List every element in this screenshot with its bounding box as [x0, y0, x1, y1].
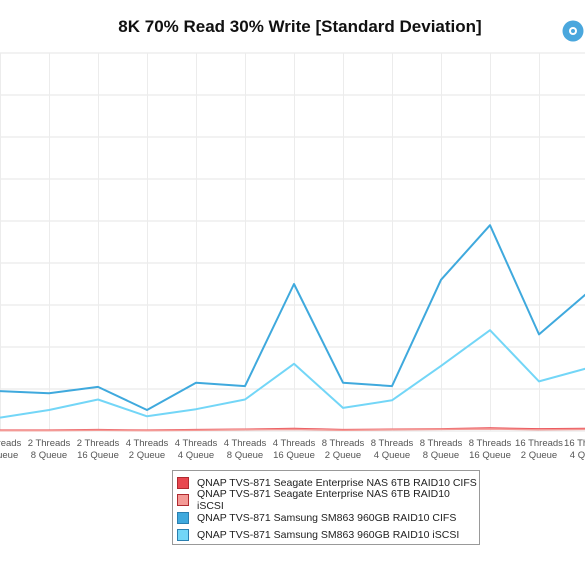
x-tick-label: 16 Queue [273, 450, 315, 461]
legend-label: QNAP TVS-871 Seagate Enterprise NAS 6TB … [197, 476, 477, 489]
legend-swatch [177, 476, 189, 489]
x-tick-label: 4 Threads [224, 438, 267, 449]
x-tick-label: 8 Threads [469, 438, 512, 449]
grid [0, 52, 585, 432]
chart-title: 8K 70% Read 30% Write [Standard Deviatio… [118, 17, 482, 36]
x-tick-label: 4 Threads [126, 438, 169, 449]
legend-swatch [177, 511, 189, 524]
legend: QNAP TVS-871 Seagate Enterprise NAS 6TB … [172, 470, 480, 545]
x-tick-label: 16 Queue [469, 450, 511, 461]
series-line-4 [0, 329, 585, 419]
x-tick-label: 8 Queue [31, 450, 67, 461]
x-tick-label: 8 Queue [423, 450, 459, 461]
x-tick-label: 8 Threads [420, 438, 463, 449]
x-tick-label: 4 Queue [0, 450, 18, 461]
x-tick-label: 4 Queue [570, 450, 585, 461]
series-line-2 [0, 428, 585, 432]
legend-item-1[interactable]: QNAP TVS-871 Seagate Enterprise NAS 6TB … [177, 474, 479, 492]
legend-label: QNAP TVS-871 Seagate Enterprise NAS 6TB … [196, 488, 450, 513]
legend-swatch [177, 494, 189, 507]
x-tick-label: 2 Queue [521, 450, 557, 461]
legend-label: QNAP TVS-871 Samsung SM863 960GB RAID10 … [197, 511, 457, 524]
x-tick-label: 2 Threads [0, 438, 22, 449]
x-tick-label: 16 Threads [515, 438, 563, 449]
x-tick-label: 4 Queue [178, 450, 214, 461]
x-tick-label: 8 Queue [227, 450, 263, 461]
legend-item-4[interactable]: QNAP TVS-871 Samsung SM863 960GB RAID10 … [177, 527, 479, 545]
x-tick-label: 8 Threads [371, 438, 414, 449]
info-badge-icon[interactable] [562, 20, 584, 42]
x-tick-label: 16 Queue [77, 450, 119, 461]
x-tick-label: 16 Threads [564, 438, 585, 449]
legend-label: QNAP TVS-871 Samsung SM863 960GB RAID10 … [197, 529, 460, 542]
x-tick-label: 2 Queue [325, 450, 361, 461]
x-tick-label: 2 Threads [28, 438, 71, 449]
series-line-3 [0, 224, 585, 411]
x-tick-label: 4 Threads [273, 438, 316, 449]
series-lines [0, 224, 585, 432]
legend-item-2[interactable]: QNAP TVS-871 Seagate Enterprise NAS 6TB … [177, 488, 479, 512]
x-tick-label: 4 Threads [175, 438, 218, 449]
x-tick-label: 4 Queue [374, 450, 410, 461]
legend-item-3[interactable]: QNAP TVS-871 Samsung SM863 960GB RAID10 … [177, 509, 479, 527]
x-tick-label: 2 Threads [77, 438, 120, 449]
x-tick-label: 8 Threads [322, 438, 365, 449]
x-tick-label: 2 Queue [129, 450, 165, 461]
legend-swatch [177, 529, 189, 542]
